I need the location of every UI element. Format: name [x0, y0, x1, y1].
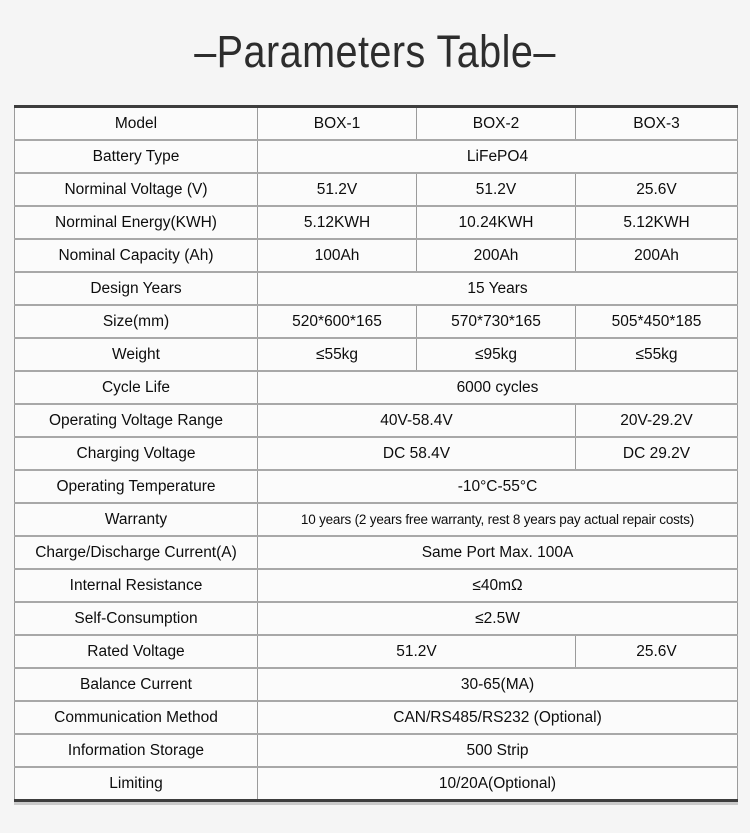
param-value: DC 58.4V: [257, 436, 576, 471]
param-value: 200Ah: [575, 238, 738, 273]
param-value: LiFePO4: [257, 139, 738, 174]
param-value: BOX-2: [416, 105, 576, 141]
param-value: 51.2V: [416, 172, 576, 207]
param-value: 520*600*165: [257, 304, 417, 339]
param-value: 200Ah: [416, 238, 576, 273]
table-row: Design Years 15 Years: [14, 271, 738, 306]
table-row: Limiting 10/20A(Optional): [14, 766, 738, 802]
table-row: Charging Voltage DC 58.4V DC 29.2V: [14, 436, 738, 471]
table-row: Internal Resistance ≤40mΩ: [14, 568, 738, 603]
param-value: 51.2V: [257, 634, 576, 669]
param-value: ≤55kg: [575, 337, 738, 372]
table-row: Weight ≤55kg ≤95kg ≤55kg: [14, 337, 738, 372]
param-label: Size(mm): [14, 304, 258, 339]
table-row: Size(mm) 520*600*165 570*730*165 505*450*18…: [14, 304, 738, 339]
param-label: Self-Consumption: [14, 601, 258, 636]
param-label: Warranty: [14, 502, 258, 537]
table-row: Norminal Voltage (V) 51.2V 51.2V 25.6V: [14, 172, 738, 207]
param-label: Battery Type: [14, 139, 258, 174]
param-value: ≤40mΩ: [257, 568, 738, 603]
table-row: Cycle Life 6000 cycles: [14, 370, 738, 405]
param-label: Nominal Capacity (Ah): [14, 238, 258, 273]
param-value: 100Ah: [257, 238, 417, 273]
param-label: Design Years: [14, 271, 258, 306]
param-label: Internal Resistance: [14, 568, 258, 603]
param-value: 30-65(MA): [257, 667, 738, 702]
param-value: 6000 cycles: [257, 370, 738, 405]
parameters-table: Model BOX-1 BOX-2 BOX-3 Battery Type LiFePO4 N…: [14, 105, 738, 802]
table-row: Nominal Capacity (Ah) 100Ah 200Ah 200Ah: [14, 238, 738, 273]
param-label: Norminal Energy(KWH): [14, 205, 258, 240]
param-label: Operating Voltage Range: [14, 403, 258, 438]
param-value: ≤95kg: [416, 337, 576, 372]
param-value: 505*450*185: [575, 304, 738, 339]
param-value: ≤55kg: [257, 337, 417, 372]
param-value: 500 Strip: [257, 733, 738, 768]
param-value: 5.12KWH: [257, 205, 417, 240]
table-row: Communication Method CAN/RS485/RS232 (Opt…: [14, 700, 738, 735]
param-value: 570*730*165: [416, 304, 576, 339]
table-row: Rated Voltage 51.2V 25.6V: [14, 634, 738, 669]
param-value: DC 29.2V: [575, 436, 738, 471]
param-label: Balance Current: [14, 667, 258, 702]
param-label: Limiting: [14, 766, 258, 802]
param-value: 25.6V: [575, 172, 738, 207]
param-value: -10°C-55°C: [257, 469, 738, 504]
param-value: 10/20A(Optional): [257, 766, 738, 802]
table-row: Balance Current 30-65(MA): [14, 667, 738, 702]
table-row: Norminal Energy(KWH) 5.12KWH 10.24KWH 5.12K…: [14, 205, 738, 240]
table-row: Charge/Discharge Current(A) Same Port Max…: [14, 535, 738, 570]
param-value: 20V-29.2V: [575, 403, 738, 438]
table-row: Operating Voltage Range 40V-58.4V 20V-29.2…: [14, 403, 738, 438]
table-body: Model BOX-1 BOX-2 BOX-3 Battery Type LiFePO4 N…: [14, 105, 738, 802]
param-label: Model: [14, 105, 258, 141]
param-label: Information Storage: [14, 733, 258, 768]
param-label: Cycle Life: [14, 370, 258, 405]
table-row: Model BOX-1 BOX-2 BOX-3: [14, 105, 738, 141]
param-value: 5.12KWH: [575, 205, 738, 240]
param-label: Norminal Voltage (V): [14, 172, 258, 207]
table-row: Self-Consumption ≤2.5W: [14, 601, 738, 636]
page-title: –Parameters Table–: [194, 26, 556, 77]
param-value: 40V-58.4V: [257, 403, 576, 438]
param-label: Communication Method: [14, 700, 258, 735]
param-value: BOX-3: [575, 105, 738, 141]
param-value: 25.6V: [575, 634, 738, 669]
table-row: Battery Type LiFePO4: [14, 139, 738, 174]
table-row: Information Storage 500 Strip: [14, 733, 738, 768]
param-value: 51.2V: [257, 172, 417, 207]
table-row: Warranty 10 years (2 years free warranty,…: [14, 502, 738, 537]
param-value: 10 years (2 years free warranty, rest 8 …: [257, 502, 738, 537]
param-label: Weight: [14, 337, 258, 372]
param-label: Rated Voltage: [14, 634, 258, 669]
param-value: CAN/RS485/RS232 (Optional): [257, 700, 738, 735]
table-row: Operating Temperature -10°C-55°C: [14, 469, 738, 504]
param-label: Charge/Discharge Current(A): [14, 535, 258, 570]
param-value: 15 Years: [257, 271, 738, 306]
param-value: 10.24KWH: [416, 205, 576, 240]
param-label: Operating Temperature: [14, 469, 258, 504]
param-label: Charging Voltage: [14, 436, 258, 471]
param-value: Same Port Max. 100A: [257, 535, 738, 570]
param-value: ≤2.5W: [257, 601, 738, 636]
param-value: BOX-1: [257, 105, 417, 141]
